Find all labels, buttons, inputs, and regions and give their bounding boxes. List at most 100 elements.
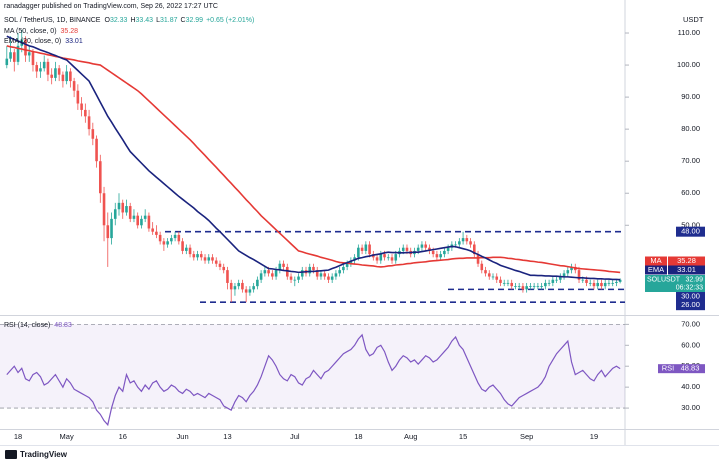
candle-body xyxy=(495,276,499,280)
x-tick-label: 13 xyxy=(223,432,231,441)
candle-body xyxy=(357,247,360,258)
candle-body xyxy=(349,260,353,264)
x-tick-label: Sep xyxy=(520,432,533,441)
candle-body xyxy=(214,260,218,264)
candle-body xyxy=(289,276,293,280)
symbol-tag: SOLUSDT xyxy=(647,276,681,283)
level-tag-label: 30.00 xyxy=(681,291,700,300)
x-tick-label: 18 xyxy=(354,432,362,441)
candle-body xyxy=(435,254,439,258)
candle-body xyxy=(125,206,128,213)
candle-body xyxy=(61,74,65,82)
candle-body xyxy=(229,282,233,290)
candle-body xyxy=(110,218,113,239)
candle-body xyxy=(170,238,173,242)
candle-body xyxy=(353,257,356,261)
tag-name: MA xyxy=(650,256,661,265)
x-tick-label: 18 xyxy=(14,432,22,441)
indicator-name: EMA (20, close, 0) xyxy=(4,38,61,45)
candle-body xyxy=(525,286,528,290)
candle-body xyxy=(46,61,50,75)
indicator-line xyxy=(6,45,621,274)
rsi-tag-box xyxy=(658,364,705,374)
indicator-name: MA (50, close, 0) xyxy=(4,28,57,35)
rsi-tag-name: RSI xyxy=(662,364,675,373)
candle-body xyxy=(50,74,53,78)
tag-name-box xyxy=(645,256,667,266)
candle-body xyxy=(562,273,566,277)
candle-body xyxy=(487,273,491,277)
candle-body xyxy=(256,279,259,287)
candle-body xyxy=(577,270,581,280)
candle-body xyxy=(319,273,323,277)
candle-body xyxy=(158,234,162,242)
candle-body xyxy=(151,228,154,232)
candle-body xyxy=(390,257,394,261)
candle-body xyxy=(102,193,106,226)
candle-body xyxy=(607,282,611,284)
rsi-legend: RSI (14, close) 48.83 xyxy=(4,322,72,329)
candle-body xyxy=(237,282,240,287)
candle-body xyxy=(54,68,57,78)
candle-body xyxy=(566,270,570,274)
candle-body xyxy=(570,266,573,271)
ohlc-value: 33.43 xyxy=(136,17,154,24)
tag-name: EMA xyxy=(648,265,664,274)
candle-body xyxy=(521,286,525,290)
candle-body xyxy=(480,263,484,271)
candle-body xyxy=(286,266,289,277)
candle-body xyxy=(540,286,543,287)
ohlc-label: H xyxy=(130,17,135,24)
symbol-legend: SOL / TetherUS, 1D, BINANCE O32.33 H33.43 L… xyxy=(4,17,254,24)
candle-body xyxy=(536,286,540,287)
y-tick-label: 60.00 xyxy=(681,188,700,197)
logo-icon xyxy=(5,450,17,459)
candle-body xyxy=(312,266,315,271)
y-tick-label: 70.00 xyxy=(681,156,700,165)
candle-body xyxy=(207,257,211,261)
candle-body xyxy=(454,244,457,246)
candle-body xyxy=(383,254,386,258)
ohlc-value: 32.99 xyxy=(186,17,204,24)
candle-body xyxy=(368,244,371,255)
candle-body xyxy=(199,254,203,258)
candle-body xyxy=(278,263,282,271)
level-tag-label: 48.00 xyxy=(681,227,700,236)
x-tick-label: Jul xyxy=(290,432,300,441)
y-tick-label: 80.00 xyxy=(681,124,700,133)
candle-body xyxy=(510,282,513,287)
candle-body xyxy=(431,250,435,255)
candle-body xyxy=(9,52,12,59)
candle-body xyxy=(136,215,139,226)
candle-body xyxy=(588,282,592,284)
candle-body xyxy=(491,276,495,278)
candle-body xyxy=(364,244,368,251)
candle-body xyxy=(57,68,61,75)
candle-body xyxy=(596,282,600,287)
candle-body xyxy=(192,254,196,258)
candle-body xyxy=(203,257,207,261)
publisher: ranadagger published on TradingView.com,… xyxy=(4,3,218,10)
candle-body xyxy=(132,215,136,219)
candle-body xyxy=(248,289,252,293)
candle-body xyxy=(506,282,510,284)
candle-body xyxy=(502,282,506,284)
countdown: 06:32:33 xyxy=(676,284,703,291)
x-tick-label: 16 xyxy=(119,432,127,441)
candle-body xyxy=(117,202,121,210)
candle-body xyxy=(222,266,226,271)
candle-body xyxy=(345,263,349,267)
ohlc-value: 31.87 xyxy=(160,17,178,24)
candle-body xyxy=(585,279,588,283)
candle-body xyxy=(271,273,274,277)
candle-body xyxy=(375,257,379,261)
tag-value: 35.28 xyxy=(677,256,696,265)
rsi-line xyxy=(6,333,621,427)
indicator-value: 35.28 xyxy=(61,28,79,35)
candle-body xyxy=(379,254,383,261)
tag-value-box xyxy=(668,256,705,266)
candle-body xyxy=(35,65,39,72)
candle-body xyxy=(529,286,532,287)
candle-body xyxy=(473,244,476,255)
